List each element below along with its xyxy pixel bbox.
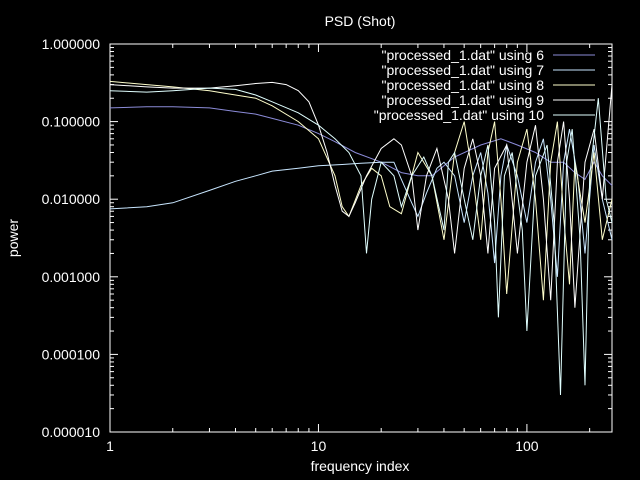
legend-label: "processed_1.dat" using 7: [382, 62, 545, 78]
legend-label: "processed_1.dat" using 9: [382, 92, 545, 108]
x-tick-label: 100: [515, 438, 539, 454]
y-tick-label: 0.000100: [42, 346, 101, 362]
legend-label: "processed_1.dat" using 6: [382, 47, 545, 63]
y-tick-label: 0.000010: [42, 424, 101, 440]
x-tick-label: 10: [311, 438, 327, 454]
y-tick-label: 0.001000: [42, 269, 101, 285]
y-tick-label: 0.100000: [42, 114, 101, 130]
y-axis-label: power: [5, 219, 21, 257]
chart-title: PSD (Shot): [325, 13, 396, 29]
legend-label: "processed_1.dat" using 8: [382, 77, 545, 93]
x-tick-label: 1: [106, 438, 114, 454]
series-lines: [109, 80, 613, 396]
x-axis-label: frequency index: [311, 458, 410, 474]
legend: "processed_1.dat" using 6"processed_1.da…: [374, 47, 595, 123]
y-tick-label: 0.010000: [42, 191, 101, 207]
series-line-10: [109, 87, 613, 396]
series-line-6: [109, 106, 613, 186]
series-line-9: [109, 81, 613, 308]
y-tick-label: 1.000000: [42, 36, 101, 52]
series-line-8: [109, 80, 613, 301]
legend-label: "processed_1.dat" using 10: [374, 107, 544, 123]
series-line-7: [109, 129, 613, 277]
tick-labels: 1 10 100 0.000010 0.000100 0.001000 0.010000 0.…: [42, 36, 539, 454]
